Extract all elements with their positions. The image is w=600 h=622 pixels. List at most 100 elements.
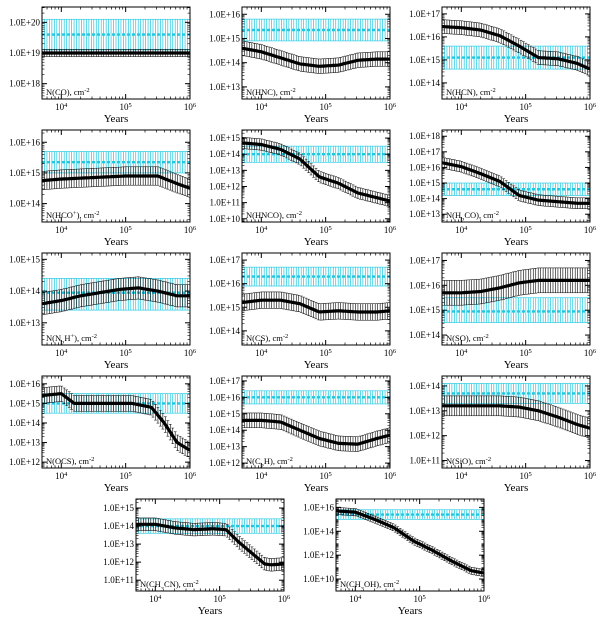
x-axis-title: Years: [504, 236, 529, 248]
y-tick-label: 1.0E+16: [409, 32, 440, 42]
y-tick-label: 1.0E+14: [9, 418, 40, 428]
species-label: N(N2H+), cm-2: [46, 333, 97, 347]
species-label: N(HNC), cm-2: [246, 87, 296, 98]
y-tick-label: 1.0E+14: [409, 78, 440, 88]
x-axis-title: Years: [104, 113, 129, 125]
model-line: [242, 141, 390, 203]
x-tick-label: 106: [184, 471, 197, 482]
model-series-1: [442, 267, 590, 306]
y-tick-label: 1.0E+15: [9, 168, 40, 178]
species-label: N(SO), cm-2: [446, 333, 489, 344]
x-tick-label: 106: [584, 102, 597, 113]
y-tick-label: 1.0E+14: [9, 199, 40, 209]
chart-panel-10: 104 105 106 1.0E+12 1.0E+13 1.0E+14 1.0E+15 1.0…: [9, 375, 197, 494]
y-tick-label: 1.0E+17: [409, 9, 440, 19]
x-tick-label: 106: [184, 348, 197, 359]
model-series-1: [442, 157, 590, 209]
plot-area: [242, 137, 390, 207]
y-tick-label: 1.0E+14: [9, 286, 40, 296]
x-tick-label: 105: [320, 348, 332, 359]
model-line: [242, 298, 390, 314]
observed-band: [242, 145, 390, 163]
y-tick-label: 1.0E+17: [409, 255, 440, 265]
x-axis-title: Years: [304, 113, 329, 125]
chart-panel-1: 104 105 106 1.0E+18 1.0E+19 1.0E+20 Years N(CO)…: [9, 6, 197, 125]
y-tick-label: 1.0E+16: [9, 379, 40, 389]
model-line: [242, 46, 390, 68]
species-label: N(CO), cm-2: [46, 87, 90, 98]
y-tick-label: 1.0E+20: [9, 17, 40, 27]
model-line: [42, 286, 190, 306]
y-tick-label: 1.0E+19: [9, 48, 40, 58]
y-tick-label: 1.0E+15: [209, 133, 240, 143]
x-tick-label: 106: [384, 225, 397, 236]
chart-panel-9: 104 105 106 1.0E+14 1.0E+15 1.0E+16 1.0E+17 Yea…: [409, 252, 597, 371]
plot-area: [42, 276, 190, 316]
model-line: [442, 25, 590, 71]
x-tick-label: 105: [120, 102, 132, 113]
x-axis-title: Years: [304, 359, 329, 371]
x-tick-label: 104: [255, 348, 268, 359]
x-axis-title: Years: [504, 113, 529, 125]
plot-area: [442, 267, 590, 323]
x-tick-label: 106: [584, 225, 597, 236]
y-tick-label: 1.0E+15: [9, 398, 40, 408]
species-label: N(H2CO), cm-2: [446, 210, 499, 224]
x-tick-label: 105: [320, 225, 332, 236]
model-series-1: [42, 166, 190, 198]
chart-panel-6: 104 105 106 1.0E+13 1.0E+14 1.0E+15 1.0E+16 1.0…: [409, 129, 597, 248]
y-tick-label: 1.0E+11: [210, 198, 241, 208]
x-axis-title: Years: [304, 236, 329, 248]
observed-band: [442, 297, 590, 323]
chart-panel-8: 104 105 106 1.0E+14 1.0E+15 1.0E+16 1.0E+17 Yea…: [209, 252, 397, 371]
y-tick-label: 1.0E+14: [209, 149, 240, 159]
y-tick-label: 1.0E+15: [409, 305, 440, 315]
observed-band: [242, 266, 390, 287]
x-tick-label: 106: [584, 348, 597, 359]
model-series-1: [242, 291, 390, 321]
x-axis-title: Years: [104, 359, 129, 371]
model-line: [442, 161, 590, 205]
model-series-1: [442, 19, 590, 77]
y-tick-label: 1.0E+15: [209, 33, 240, 43]
y-tick-label: 1.0E+14: [409, 330, 440, 340]
plot-area: [42, 18, 190, 57]
chart-panel-5: 104 105 106 1.0E+10 1.0E+11 1.0E+12 1.0E+13 1.0…: [209, 129, 397, 248]
x-tick-label: 104: [55, 225, 68, 236]
x-tick-label: 105: [320, 102, 332, 113]
x-axis-title: Years: [104, 236, 129, 248]
model-line: [442, 278, 590, 295]
chart-panel-2: 104 105 106 1.0E+13 1.0E+14 1.0E+15 1.0E+16 Yea…: [209, 6, 397, 125]
x-tick-label: 106: [184, 225, 197, 236]
y-tick-label: 1.0E+10: [209, 214, 240, 224]
y-tick-label: 1.0E+16: [409, 162, 440, 172]
observed-band: [242, 18, 390, 42]
model-series-1: [42, 385, 190, 459]
plot-area: [42, 151, 190, 198]
y-tick-label: 1.0E+16: [9, 137, 40, 147]
x-tick-label: 104: [455, 225, 468, 236]
plot-area: [242, 18, 390, 74]
y-tick-label: 1.0E+14: [209, 58, 240, 68]
y-tick-label: 1.0E+17: [209, 255, 240, 265]
plot-area: [42, 385, 190, 459]
x-tick-label: 104: [55, 348, 68, 359]
plot-area: [442, 157, 590, 209]
x-tick-label: 105: [520, 102, 532, 113]
model-series-1: [242, 40, 390, 74]
x-tick-label: 105: [120, 348, 132, 359]
y-tick-label: 1.0E+13: [9, 438, 40, 448]
y-tick-label: 1.0E+16: [209, 9, 240, 19]
x-axis-title: Years: [504, 359, 529, 371]
model-series-1: [242, 137, 390, 207]
chart-panel-4: 104 105 106 1.0E+14 1.0E+15 1.0E+16 Years N(HCO…: [9, 129, 197, 248]
observed-band: [42, 18, 190, 51]
y-tick-label: 1.0E+15: [409, 178, 440, 188]
model-line: [42, 174, 190, 190]
y-tick-label: 1.0E+15: [209, 302, 240, 312]
y-tick-label: 1.0E+13: [209, 165, 240, 175]
plot-area: [242, 266, 390, 321]
species-label: N(HCO+), cm-2: [46, 210, 99, 221]
species-label: N(CS), cm-2: [246, 333, 288, 344]
